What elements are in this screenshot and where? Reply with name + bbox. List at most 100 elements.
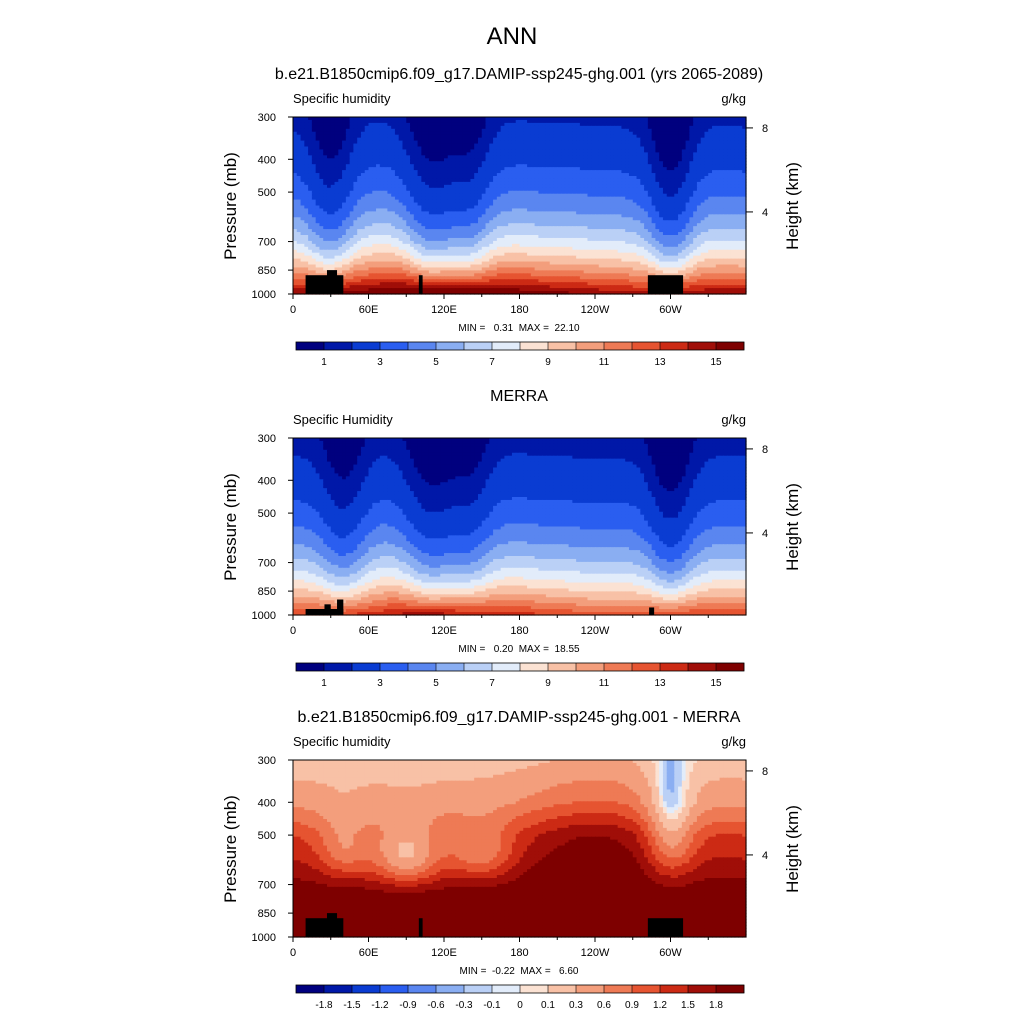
field-cell — [538, 131, 543, 136]
field-cell — [330, 134, 336, 139]
field-cell — [376, 122, 381, 127]
field-cell — [481, 137, 487, 142]
field-cell — [432, 140, 438, 145]
field-cell — [379, 122, 385, 127]
field-cell — [496, 131, 502, 136]
field-cell — [334, 134, 339, 139]
field-cell — [523, 143, 528, 148]
field-cell — [727, 128, 732, 133]
field-cell — [425, 125, 430, 130]
field-cell — [349, 122, 355, 127]
field-cell — [372, 119, 377, 124]
field-cell — [413, 131, 419, 136]
field-cell — [440, 119, 445, 124]
field-cell — [364, 143, 370, 148]
field-cell — [459, 146, 464, 151]
field-cell — [334, 140, 339, 145]
field-cell — [466, 134, 472, 139]
field-cell — [428, 143, 434, 148]
field-cell — [330, 137, 336, 142]
field-cell — [576, 143, 581, 148]
field-cell — [296, 140, 302, 145]
field-cell — [368, 128, 373, 133]
field-cell — [632, 122, 638, 127]
field-cell — [606, 122, 611, 127]
field-cell — [534, 140, 539, 145]
field-cell — [485, 117, 490, 121]
field-cell — [655, 134, 660, 139]
field-cell — [742, 131, 747, 136]
field-cell — [719, 117, 724, 121]
field-cell — [542, 117, 547, 121]
field-cell — [315, 125, 321, 130]
field-cell — [621, 137, 626, 142]
field-cell — [666, 117, 672, 121]
field-cell — [693, 143, 698, 148]
field-cell — [466, 131, 472, 136]
field-cell — [693, 122, 698, 127]
field-cell — [394, 119, 400, 124]
field-cell — [300, 146, 305, 151]
field-cell — [432, 146, 438, 151]
field-cell — [561, 146, 566, 151]
field-cell — [398, 146, 404, 151]
field-cell — [606, 128, 611, 133]
field-cell — [481, 128, 487, 133]
field-cell — [500, 140, 506, 145]
field-cell — [685, 143, 690, 148]
field-cell — [511, 122, 517, 127]
field-cell — [508, 140, 513, 145]
field-cell — [489, 140, 494, 145]
field-cell — [644, 131, 649, 136]
field-cell — [527, 125, 532, 130]
field-cell — [398, 143, 404, 148]
field-cell — [489, 125, 494, 130]
field-cell — [719, 146, 724, 151]
field-cell — [523, 119, 528, 124]
field-cell — [738, 119, 743, 124]
field-cell — [432, 134, 438, 139]
field-cell — [621, 125, 626, 130]
field-cell — [723, 117, 728, 121]
field-cell — [621, 140, 626, 145]
field-cell — [572, 134, 577, 139]
field-cell — [357, 134, 362, 139]
field-cell — [700, 125, 706, 130]
field-cell — [723, 125, 728, 130]
field-cell — [477, 119, 483, 124]
field-cell — [383, 122, 388, 127]
field-cell — [379, 137, 385, 142]
field-cell — [398, 119, 404, 124]
field-cell — [704, 128, 709, 133]
field-cell — [553, 137, 558, 142]
field-cell — [640, 119, 645, 124]
field-cell — [508, 134, 513, 139]
field-cell — [477, 137, 483, 142]
field-cell — [666, 122, 672, 127]
field-cell — [617, 143, 623, 148]
field-cell — [730, 137, 736, 142]
field-cell — [410, 146, 415, 151]
field-cell — [334, 143, 339, 148]
field-cell — [662, 122, 668, 127]
field-cell — [632, 143, 638, 148]
field-cell — [428, 125, 434, 130]
field-cell — [383, 146, 388, 151]
field-cell — [678, 134, 683, 139]
field-cell — [527, 119, 532, 124]
field-cell — [681, 137, 687, 142]
field-cell — [689, 143, 694, 148]
field-cell — [474, 119, 479, 124]
field-cell — [576, 131, 581, 136]
field-cell — [666, 146, 672, 151]
field-cell — [508, 125, 513, 130]
field-cell — [519, 146, 524, 151]
field-cell — [447, 125, 453, 130]
field-cell — [459, 134, 464, 139]
field-cell — [421, 137, 426, 142]
field-cell — [636, 143, 641, 148]
field-cell — [496, 143, 502, 148]
field-cell — [474, 140, 479, 145]
field-cell — [462, 119, 468, 124]
